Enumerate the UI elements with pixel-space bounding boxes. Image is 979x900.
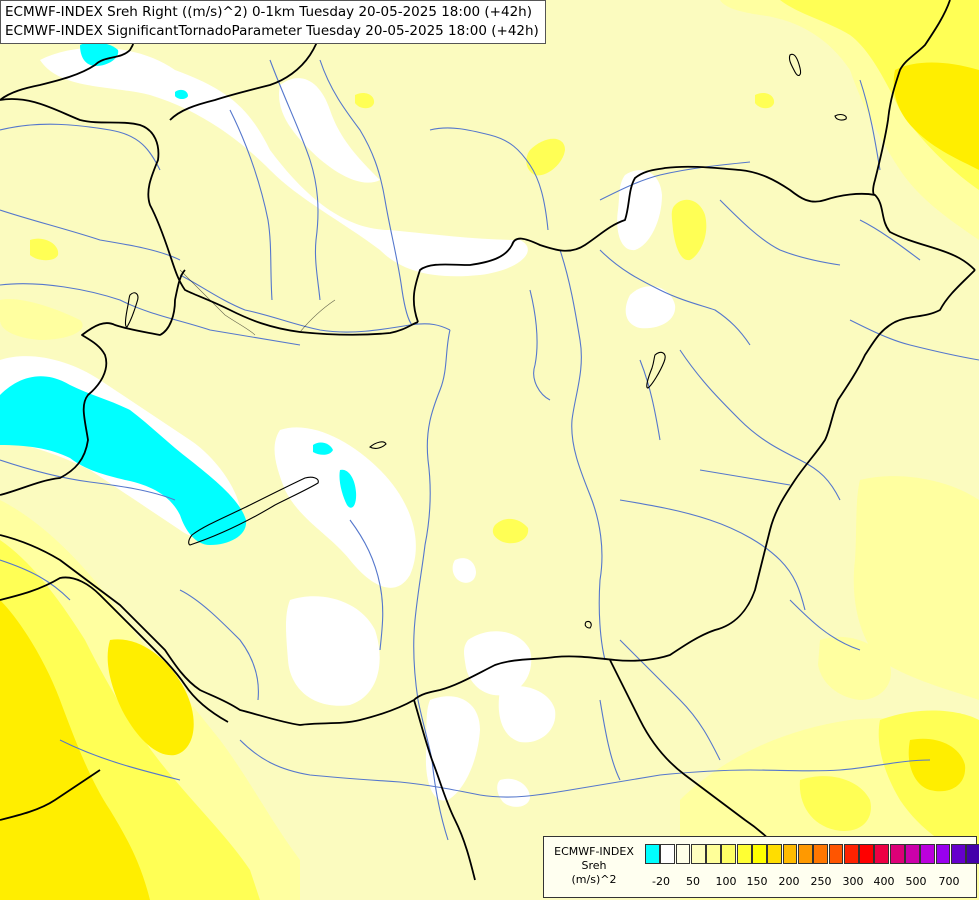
legend-title-line-2: Sreh: [581, 859, 607, 872]
legend-swatch: [675, 844, 691, 864]
legend: ECMWF-INDEX Sreh (m/s)^2 -20 50 100 150 200 2…: [543, 836, 979, 898]
legend-tick-label: -20: [652, 875, 670, 888]
regional-borders: [179, 269, 336, 336]
header-line-2: ECMWF-INDEX SignificantTornadoParameter …: [5, 23, 539, 39]
legend-swatch: [706, 844, 721, 864]
rivers: [0, 59, 979, 841]
legend-tick-label: 500: [905, 875, 927, 888]
legend-swatch: [690, 844, 706, 864]
legend-tick-label: 150: [746, 875, 768, 888]
white-zones: [0, 47, 676, 807]
legend-swatch: [935, 844, 951, 864]
legend-swatch: [813, 844, 829, 864]
legend-swatch: [828, 844, 844, 864]
header-line-1: ECMWF-INDEX Sreh Right ((m/s)^2) 0-1km T…: [5, 4, 532, 20]
deep-yellow-zones: [0, 62, 979, 900]
legend-swatch: [905, 844, 920, 864]
legend-title-line-3: (m/s)^2: [571, 873, 617, 886]
legend-swatch: [782, 844, 798, 864]
legend-swatch: [767, 844, 783, 864]
country-borders: [0, 0, 976, 881]
legend-swatch: [874, 844, 890, 864]
legend-tick-label: 50: [686, 875, 700, 888]
legend-swatch: [889, 844, 905, 864]
legend-swatch: [797, 844, 813, 864]
legend-tick-label: 200: [778, 875, 800, 888]
lakes: [124, 53, 847, 629]
legend-swatch: [966, 844, 979, 864]
legend-swatch: [660, 844, 676, 864]
legend-tick-label: 700: [938, 875, 960, 888]
legend-color-bar: [645, 844, 979, 864]
legend-swatch: [736, 844, 752, 864]
legend-tick-label: 100: [715, 875, 737, 888]
legend-swatch: [950, 844, 966, 864]
legend-title-line-1: ECMWF-INDEX: [554, 845, 634, 858]
legend-swatch: [721, 844, 737, 864]
legend-title: ECMWF-INDEX Sreh (m/s)^2: [544, 845, 644, 887]
legend-swatch: [843, 844, 859, 864]
legend-tick-label: 250: [810, 875, 832, 888]
legend-tick-label: 400: [873, 875, 895, 888]
map-header: ECMWF-INDEX Sreh Right ((m/s)^2) 0-1km T…: [0, 0, 546, 44]
cyan-zones: [0, 42, 357, 545]
legend-tick-label: 300: [842, 875, 864, 888]
legend-swatch: [645, 844, 660, 864]
legend-swatch: [752, 844, 767, 864]
legend-swatch: [859, 844, 874, 864]
legend-swatch: [920, 844, 936, 864]
